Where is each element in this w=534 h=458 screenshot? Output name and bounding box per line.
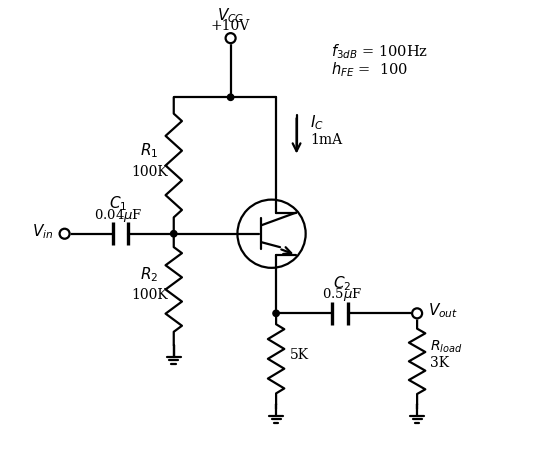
Text: $R_2$: $R_2$ xyxy=(139,266,158,284)
Circle shape xyxy=(60,229,69,239)
Circle shape xyxy=(170,230,177,237)
Text: 0.5$\mu$F: 0.5$\mu$F xyxy=(322,286,362,303)
Text: $V_{out}$: $V_{out}$ xyxy=(428,302,459,321)
Text: $C_2$: $C_2$ xyxy=(333,274,351,293)
Text: $V_{CC}$: $V_{CC}$ xyxy=(217,7,244,25)
Text: $f_{3dB}$ = 100Hz: $f_{3dB}$ = 100Hz xyxy=(331,42,428,61)
Text: $R_{load}$: $R_{load}$ xyxy=(430,338,462,355)
Text: $R_1$: $R_1$ xyxy=(139,142,158,160)
Text: 1mA: 1mA xyxy=(310,133,342,147)
Text: +10V: +10V xyxy=(211,19,250,33)
Text: 0.04$\mu$F: 0.04$\mu$F xyxy=(94,207,143,224)
Text: $I_C$: $I_C$ xyxy=(310,114,324,132)
Text: 5K: 5K xyxy=(290,348,309,362)
Text: $C_1$: $C_1$ xyxy=(109,195,128,213)
Text: $h_{FE}$ =  100: $h_{FE}$ = 100 xyxy=(331,60,408,79)
Text: 100K: 100K xyxy=(131,289,168,302)
Text: 3K: 3K xyxy=(430,356,449,370)
Text: $V_{in}$: $V_{in}$ xyxy=(32,222,53,241)
Circle shape xyxy=(273,310,279,316)
Circle shape xyxy=(225,33,235,43)
Text: 100K: 100K xyxy=(131,164,168,179)
Circle shape xyxy=(227,94,234,100)
Circle shape xyxy=(412,308,422,318)
